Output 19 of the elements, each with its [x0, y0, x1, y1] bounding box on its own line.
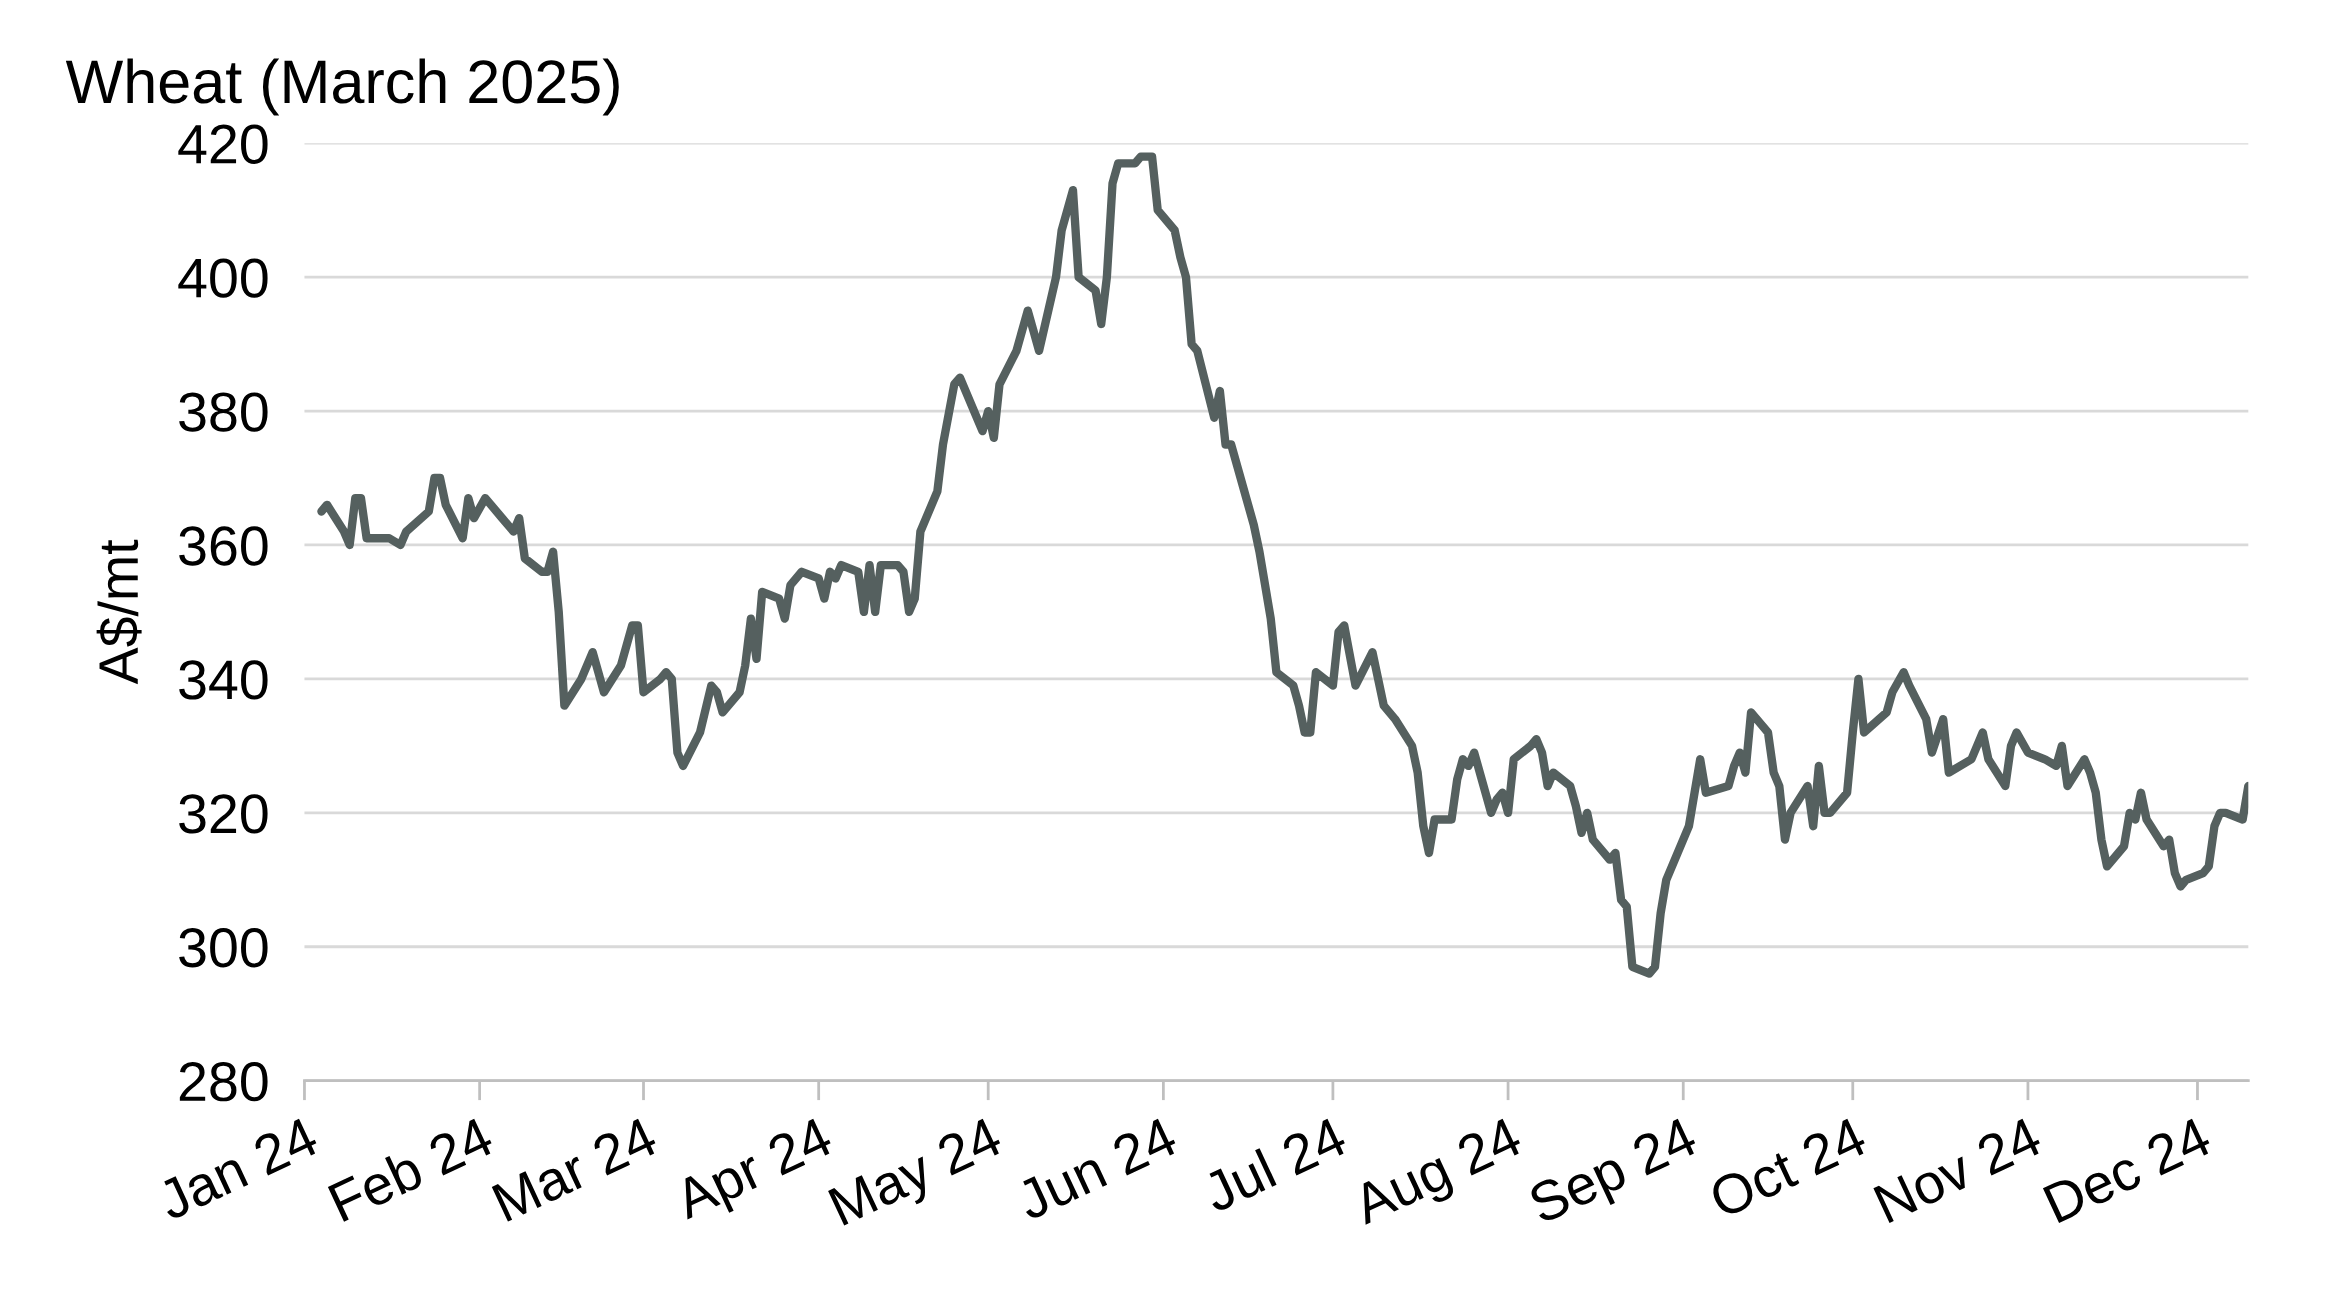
y-tick-label: 300: [179, 928, 268, 968]
y-tick-label: 360: [179, 526, 268, 566]
y-tick-label: 400: [178, 258, 268, 298]
y-tick-label: 380: [179, 392, 268, 432]
y-tick-label: 420: [178, 124, 268, 164]
x-tick-label: Jun 24: [1013, 1116, 1180, 1222]
x-tick-label: Aug 24: [1349, 1116, 1529, 1236]
x-tick-label: Oct 24: [1707, 1116, 1869, 1220]
y-tick-label: 320: [179, 794, 268, 834]
x-tick-label: Dec 24: [2042, 1116, 2214, 1224]
x-tick-label: Jul 24: [1199, 1114, 1349, 1214]
x-tick-label: Mar 24: [491, 1116, 660, 1223]
y-tick-label: 340: [179, 660, 268, 700]
y-tick-label: 280: [179, 1062, 268, 1102]
y-axis-title: A$/mt: [96, 539, 142, 685]
x-tick-label: Jan 24: [154, 1116, 321, 1222]
chart-title: Wheat (March 2025): [65, 58, 619, 116]
x-tick-label: Nov 24: [1873, 1116, 2044, 1224]
x-tick-label: Sep 24: [1526, 1116, 1704, 1235]
